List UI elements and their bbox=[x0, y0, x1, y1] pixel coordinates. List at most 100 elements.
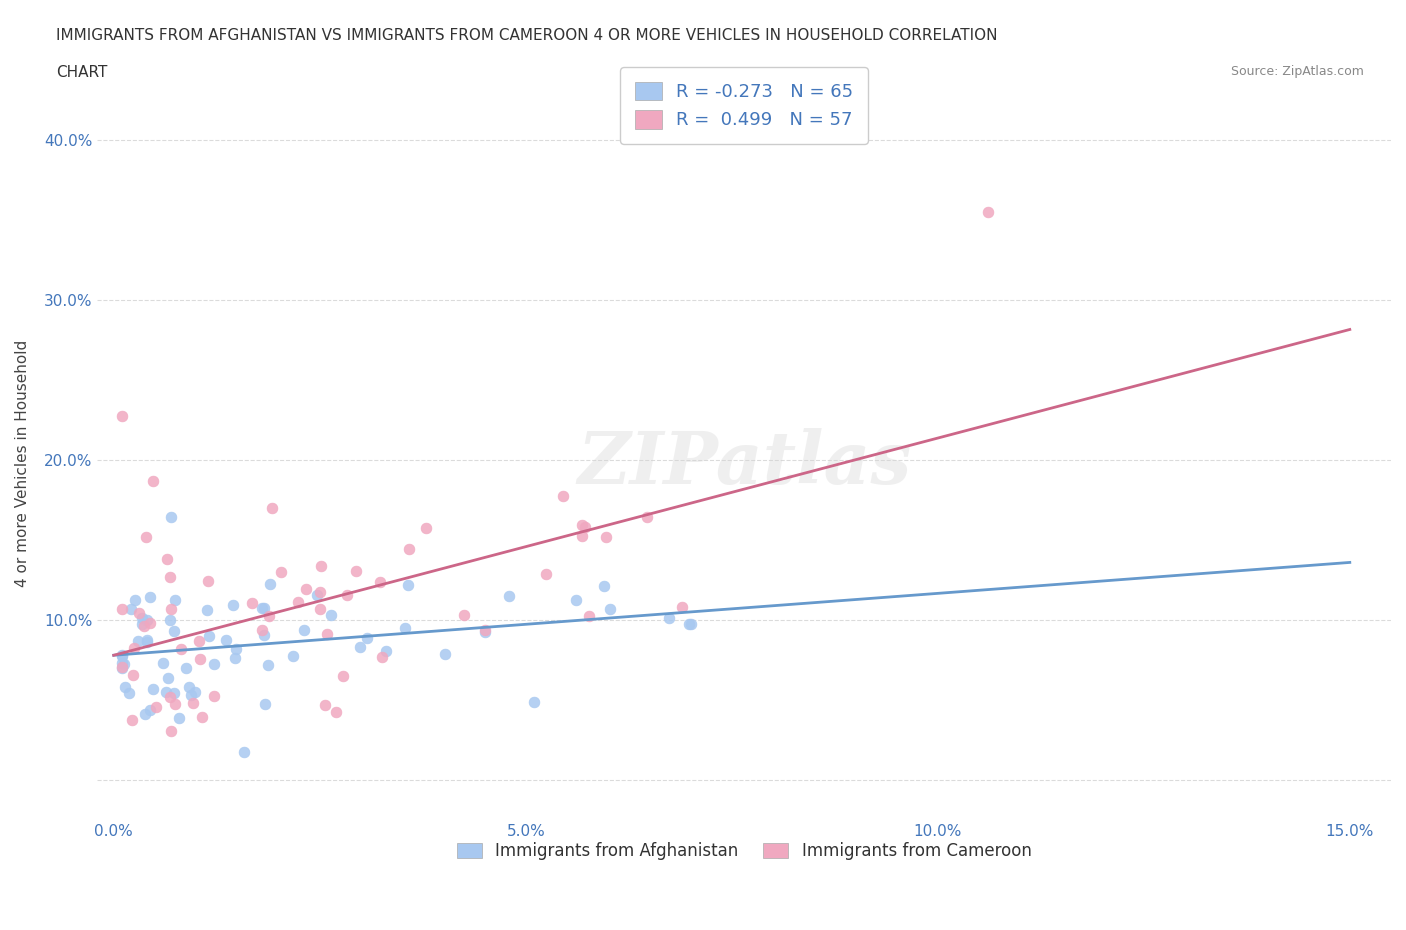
Point bbox=[636, 509, 658, 524]
Legend: Immigrants from Afghanistan, Immigrants from Cameroon: Immigrants from Afghanistan, Immigrants … bbox=[449, 833, 1040, 868]
Point bbox=[253, 601, 276, 616]
Point bbox=[159, 570, 181, 585]
Point bbox=[159, 510, 181, 525]
Point bbox=[671, 600, 693, 615]
Point bbox=[111, 602, 134, 617]
Point bbox=[434, 646, 457, 661]
Point bbox=[184, 685, 207, 700]
Point bbox=[325, 704, 347, 719]
Point bbox=[111, 659, 134, 674]
Point bbox=[136, 632, 159, 647]
Point bbox=[309, 558, 332, 573]
Point bbox=[259, 576, 281, 591]
Point bbox=[375, 644, 398, 658]
Point bbox=[152, 655, 174, 670]
Text: ZIPatlas: ZIPatlas bbox=[576, 429, 911, 499]
Point bbox=[319, 607, 342, 622]
Point bbox=[180, 687, 202, 702]
Point bbox=[571, 529, 593, 544]
Point bbox=[498, 589, 520, 604]
Point bbox=[295, 581, 318, 596]
Point bbox=[250, 623, 273, 638]
Point bbox=[111, 660, 134, 675]
Point bbox=[197, 574, 219, 589]
Point bbox=[977, 205, 1000, 219]
Point bbox=[565, 592, 588, 607]
Point bbox=[202, 657, 225, 671]
Point bbox=[188, 634, 211, 649]
Point bbox=[111, 647, 134, 662]
Point bbox=[356, 631, 378, 645]
Point bbox=[191, 710, 214, 724]
Point bbox=[131, 611, 153, 626]
Point bbox=[138, 590, 160, 604]
Point bbox=[309, 601, 332, 616]
Point bbox=[124, 592, 146, 607]
Point bbox=[134, 618, 156, 633]
Y-axis label: 4 or more Vehicles in Household: 4 or more Vehicles in Household bbox=[15, 340, 30, 588]
Point bbox=[159, 724, 181, 738]
Point bbox=[122, 641, 145, 656]
Point bbox=[658, 611, 681, 626]
Point bbox=[159, 602, 181, 617]
Point bbox=[156, 551, 179, 566]
Point bbox=[474, 624, 496, 639]
Point bbox=[314, 698, 336, 712]
Point bbox=[111, 656, 134, 671]
Point bbox=[139, 616, 162, 631]
Point bbox=[415, 521, 437, 536]
Point bbox=[121, 712, 143, 727]
Point bbox=[305, 588, 328, 603]
Point bbox=[111, 408, 134, 423]
Point bbox=[170, 642, 193, 657]
Point bbox=[270, 565, 292, 579]
Point bbox=[292, 623, 315, 638]
Point bbox=[260, 500, 283, 515]
Point bbox=[534, 566, 557, 581]
Point bbox=[332, 669, 354, 684]
Point bbox=[224, 650, 246, 665]
Point bbox=[165, 593, 187, 608]
Point bbox=[128, 605, 150, 620]
Point bbox=[122, 668, 145, 683]
Point bbox=[574, 520, 596, 535]
Point bbox=[474, 623, 496, 638]
Point bbox=[162, 685, 184, 700]
Point bbox=[316, 627, 339, 642]
Text: IMMIGRANTS FROM AFGHANISTAN VS IMMIGRANTS FROM CAMEROON 4 OR MORE VEHICLES IN HO: IMMIGRANTS FROM AFGHANISTAN VS IMMIGRANT… bbox=[56, 28, 998, 43]
Point bbox=[396, 578, 419, 592]
Point bbox=[114, 680, 136, 695]
Point bbox=[681, 617, 703, 631]
Point bbox=[159, 613, 181, 628]
Point bbox=[551, 488, 574, 503]
Point bbox=[142, 473, 165, 488]
Point bbox=[281, 648, 304, 663]
Point bbox=[257, 658, 280, 672]
Point bbox=[250, 601, 273, 616]
Point bbox=[678, 617, 700, 631]
Point bbox=[188, 652, 211, 667]
Point bbox=[139, 702, 162, 717]
Point bbox=[370, 575, 392, 590]
Point bbox=[131, 617, 153, 631]
Point bbox=[349, 640, 371, 655]
Point bbox=[135, 530, 157, 545]
Point bbox=[578, 608, 600, 623]
Point bbox=[204, 689, 226, 704]
Text: Source: ZipAtlas.com: Source: ZipAtlas.com bbox=[1230, 65, 1364, 78]
Text: CHART: CHART bbox=[56, 65, 108, 80]
Point bbox=[112, 657, 135, 671]
Point bbox=[118, 685, 141, 700]
Point bbox=[571, 518, 593, 533]
Point bbox=[336, 588, 359, 603]
Point bbox=[394, 620, 416, 635]
Point bbox=[165, 697, 187, 711]
Point bbox=[155, 684, 177, 699]
Point bbox=[254, 697, 277, 711]
Point bbox=[145, 699, 167, 714]
Point bbox=[233, 744, 256, 759]
Point bbox=[177, 680, 200, 695]
Point bbox=[167, 711, 190, 725]
Point bbox=[595, 529, 617, 544]
Point bbox=[287, 594, 309, 609]
